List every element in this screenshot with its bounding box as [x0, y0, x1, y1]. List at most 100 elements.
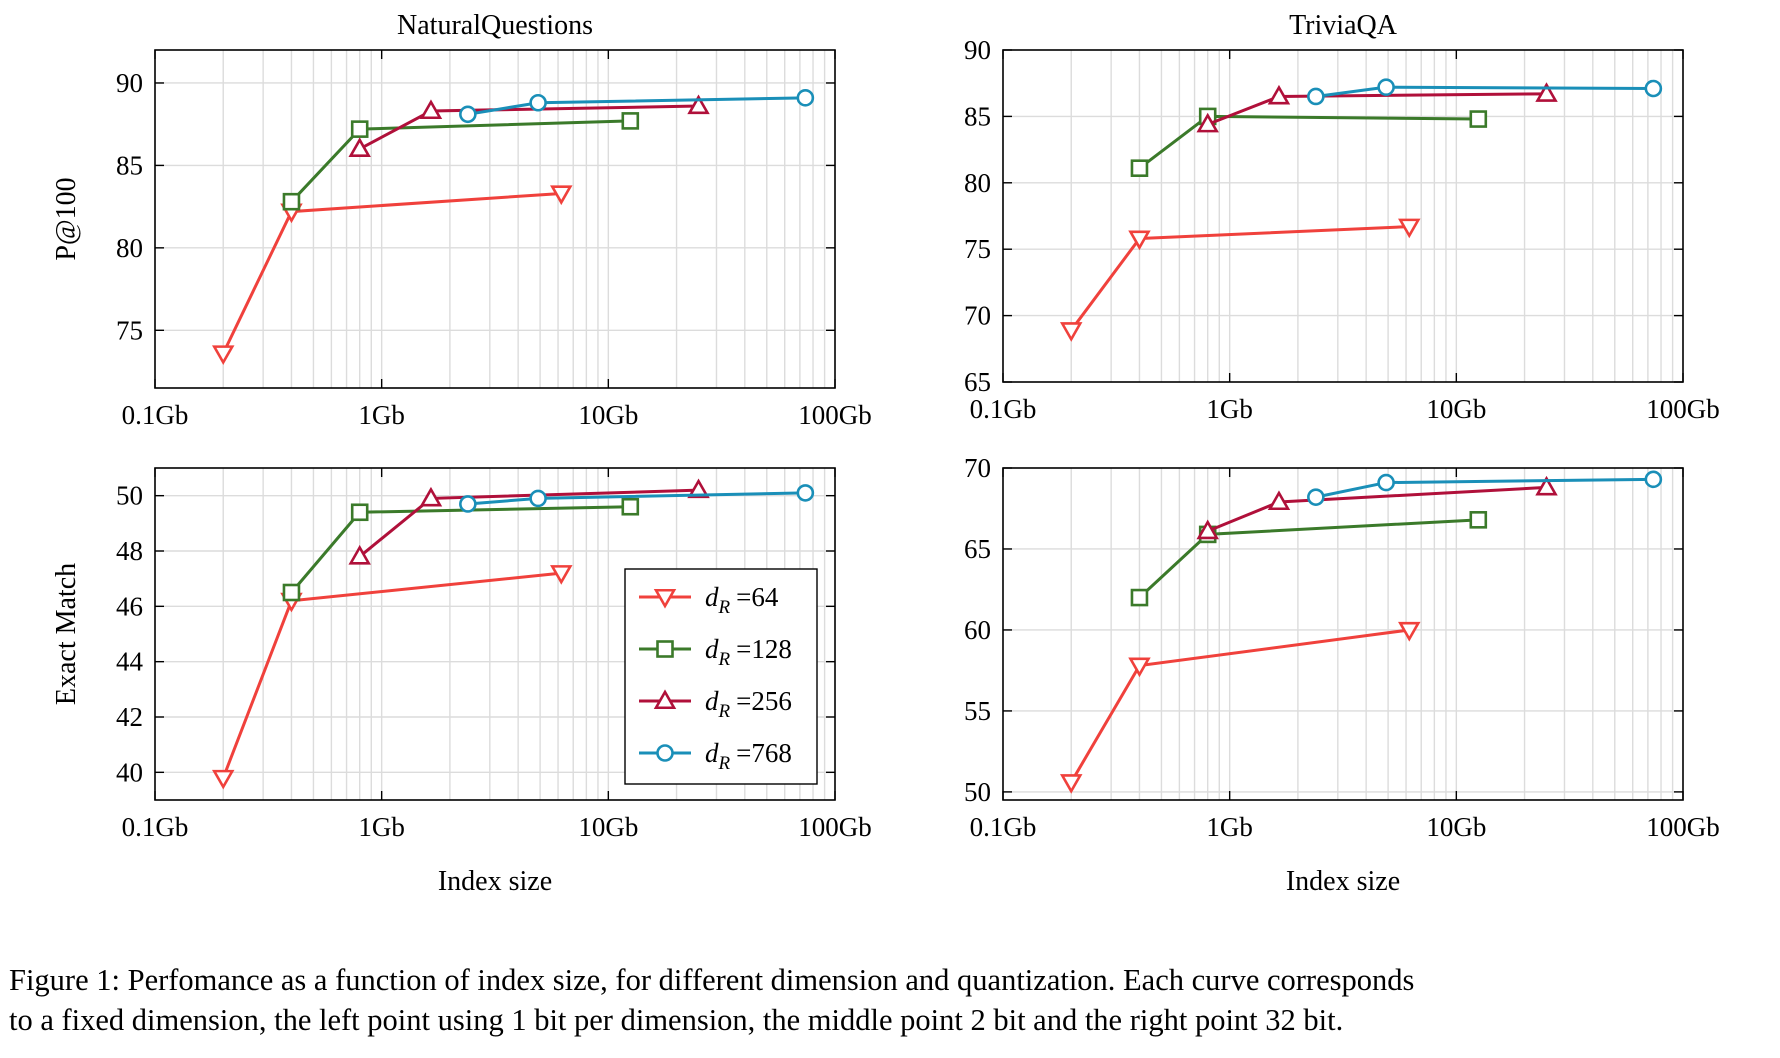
data-point — [1644, 79, 1663, 98]
legend-item: dR =64 — [639, 582, 779, 618]
legend-marker — [656, 640, 674, 658]
data-point — [550, 185, 573, 206]
grid — [155, 50, 835, 388]
data-point — [282, 192, 301, 211]
data-point — [350, 503, 369, 522]
x-axis-label: Index size — [1286, 866, 1400, 897]
y-tick-label: 80 — [116, 233, 143, 263]
grid — [1003, 468, 1683, 800]
x-tick-label: 0.1Gb — [970, 812, 1037, 842]
x-tick-label: 100Gb — [798, 812, 872, 842]
y-axis: 50 55 60 65 70 — [964, 453, 1683, 807]
y-tick-label: 65 — [964, 367, 991, 397]
series-line — [290, 119, 631, 203]
series-dR_256 — [1196, 475, 1558, 540]
series-dR_128 — [282, 112, 640, 211]
data-point — [550, 565, 573, 585]
y-tick-label: 75 — [964, 234, 991, 264]
series-dR_256 — [348, 478, 710, 565]
data-point — [687, 94, 710, 115]
data-point — [1469, 110, 1488, 128]
legend-label: dR =256 — [705, 686, 792, 722]
x-axis: 0.1Gb 1Gb 10Gb 100Gb — [970, 468, 1720, 842]
y-tick-label: 44 — [116, 647, 144, 677]
data-point — [687, 478, 710, 499]
data-point — [796, 89, 815, 107]
y-tick-label: 90 — [116, 68, 143, 98]
data-point — [211, 769, 235, 790]
data-point — [211, 345, 235, 365]
y-axis: 40 42 44 46 48 50 — [116, 481, 835, 787]
x-tick-label: 10Gb — [1426, 812, 1486, 842]
data-point — [796, 484, 815, 502]
caption-line-2: to a fixed dimension, the left point usi… — [9, 1003, 1344, 1037]
series-line — [1207, 92, 1547, 126]
x-tick-label: 100Gb — [1646, 812, 1720, 842]
y-tick-label: 70 — [964, 453, 991, 483]
y-tick-label: 75 — [116, 315, 143, 345]
x-axis-label: Index size — [438, 866, 552, 897]
x-tick-label: 10Gb — [578, 812, 638, 842]
panel-tqa-p100: 0.1Gb 1Gb 10Gb 100Gb 65 70 75 80 85 90 TriviaQA — [964, 10, 1720, 424]
series-line — [221, 191, 562, 355]
series-line — [290, 505, 631, 594]
y-tick-label: 85 — [964, 101, 991, 131]
series-dR_768 — [1307, 78, 1663, 106]
series-line — [221, 571, 562, 779]
legend-label: dR =768 — [705, 738, 792, 774]
y-tick-label: 90 — [964, 35, 991, 65]
data-point — [348, 137, 371, 157]
data-point — [1535, 475, 1558, 496]
caption-line-1: Figure 1: Perfomance as a function of in… — [9, 963, 1415, 997]
data-point — [1469, 511, 1488, 529]
x-tick-label: 1Gb — [1206, 394, 1253, 424]
x-axis: 0.1Gb 1Gb 10Gb 100Gb — [122, 468, 872, 842]
x-tick-label: 1Gb — [1206, 812, 1253, 842]
data-point — [419, 486, 443, 507]
y-tick-label: 46 — [116, 591, 143, 621]
x-tick-label: 1Gb — [358, 400, 405, 430]
panel-nq-em: 0.1Gb 1Gb 10Gb 100Gb 40 42 44 46 48 50 Index size E… — [51, 467, 872, 897]
data-point — [1059, 774, 1083, 794]
data-point — [1644, 470, 1663, 489]
y-tick-label: 42 — [116, 702, 143, 732]
legend-label: dR =128 — [705, 634, 792, 670]
data-point — [282, 583, 301, 602]
x-tick-label: 0.1Gb — [970, 394, 1037, 424]
panel-nq-p100: 0.1Gb 1Gb 10Gb 100Gb 75 80 85 90 NaturalQuestion… — [51, 10, 872, 430]
series-dR_128 — [1130, 511, 1488, 607]
data-point — [621, 112, 640, 130]
data-point — [1377, 473, 1395, 492]
figure-canvas: 0.1Gb 1Gb 10Gb 100Gb 75 80 85 90 NaturalQuestion… — [51, 10, 1720, 897]
legend-marker — [656, 744, 674, 762]
series-line — [1138, 518, 1479, 599]
legend-marker — [653, 689, 677, 710]
panel-title: TriviaQA — [1289, 10, 1398, 41]
legend-marker — [653, 588, 677, 609]
data-point — [419, 99, 443, 120]
data-point — [1398, 621, 1421, 642]
data-point — [1267, 84, 1291, 105]
data-point — [529, 93, 547, 112]
y-tick-label: 50 — [116, 481, 143, 511]
y-axis: 65 70 75 80 85 90 — [964, 35, 1683, 397]
legend: dR =64 dR =128 dR =256 dR =768 — [624, 568, 818, 785]
plot-frame — [154, 49, 836, 389]
data-point — [350, 120, 369, 138]
y-tick-label: 48 — [116, 536, 143, 566]
x-tick-label: 0.1Gb — [122, 812, 189, 842]
y-axis-label: P@100 — [51, 177, 82, 260]
y-axis-label: Exact Match — [51, 563, 82, 705]
series-dR_64 — [211, 565, 573, 790]
series-dR_128 — [1130, 107, 1488, 177]
series-dR_768 — [1307, 470, 1663, 506]
data-point — [1128, 657, 1151, 678]
series-dR_128 — [282, 497, 640, 602]
plot-frame — [1002, 49, 1684, 383]
legend-label: dR =64 — [705, 582, 779, 618]
x-tick-label: 100Gb — [1646, 394, 1720, 424]
series-dR_256 — [348, 94, 710, 157]
data-point — [621, 497, 640, 516]
y-tick-label: 50 — [964, 777, 991, 807]
legend-item: dR =256 — [639, 686, 792, 722]
